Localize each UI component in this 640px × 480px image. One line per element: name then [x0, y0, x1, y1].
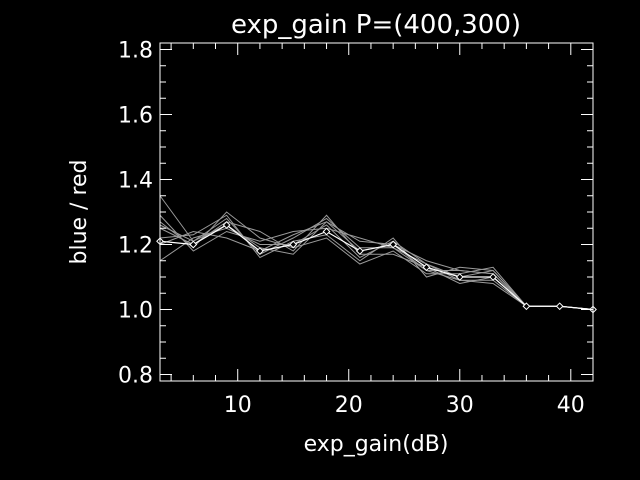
- mean-point: [522, 302, 531, 311]
- mean-point: [256, 247, 264, 255]
- mean-point: [555, 302, 564, 311]
- x-tick-label: 30: [446, 393, 474, 418]
- y-tick-label: 1.0: [118, 299, 153, 324]
- mean-point: [389, 240, 398, 249]
- y-tick-label: 1.4: [118, 169, 153, 194]
- y-tick-label: 1.8: [118, 39, 153, 64]
- x-tick-label: 10: [224, 393, 252, 418]
- mean-point: [489, 273, 497, 281]
- axes-layer: 10 20 30 40 0.8 1.0 1.2 1.4 1.6 1.8: [118, 39, 594, 418]
- mean-point: [289, 240, 298, 249]
- x-tick-label: 40: [557, 393, 585, 418]
- y-tick-label: 1.2: [118, 234, 153, 259]
- y-axis-label: blue / red: [67, 159, 92, 264]
- mean-point: [355, 247, 364, 255]
- mean-point: [189, 240, 198, 249]
- mean-point: [222, 221, 231, 229]
- mean-point: [422, 263, 431, 272]
- x-axis-label: exp_gain(dB): [304, 432, 449, 457]
- mean-point: [455, 273, 464, 281]
- x-tick-label: 20: [335, 393, 363, 418]
- chart-title: exp_gain P=(400,300): [231, 10, 521, 40]
- y-tick-label: 0.8: [118, 364, 153, 389]
- mean-point: [322, 227, 331, 236]
- mean-line: [159, 224, 594, 311]
- y-tick-label: 1.6: [118, 104, 153, 129]
